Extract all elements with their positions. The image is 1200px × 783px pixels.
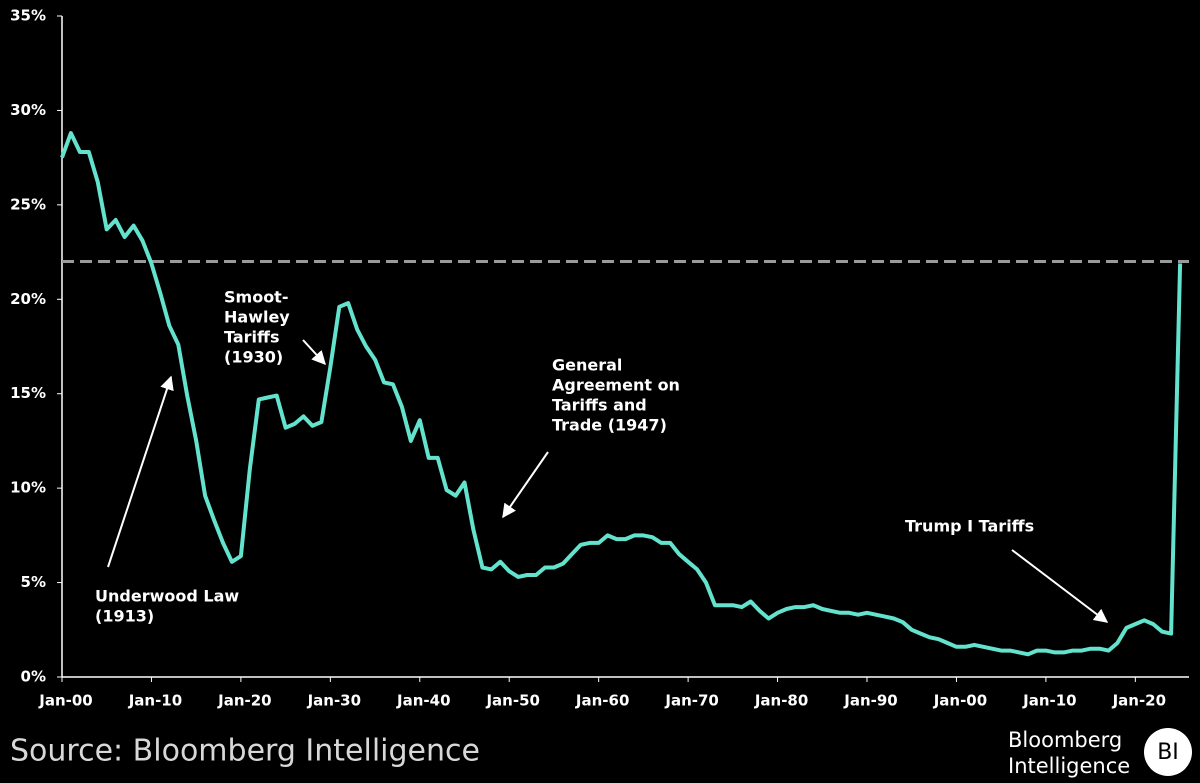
x-tick-label: Jan-10 — [1022, 692, 1076, 710]
arrow — [502, 451, 549, 519]
annotation: Underwood Law — [95, 587, 239, 606]
annotation: (1930) — [224, 348, 283, 367]
x-tick-label: Jan-00 — [933, 692, 987, 710]
x-tick-label: Jan-80 — [754, 692, 808, 710]
y-tick-label: 20% — [10, 290, 46, 308]
annotation: Tariffs — [224, 328, 280, 347]
arrows — [107, 339, 1109, 623]
x-tick-label: Jan-20 — [217, 692, 271, 710]
logo-text: Intelligence — [1008, 754, 1130, 778]
x-tick-label: Jan-10 — [128, 692, 182, 710]
x-tick-label: Jan-50 — [485, 692, 539, 710]
annotation: Trump I Tariffs — [905, 517, 1034, 536]
source: Source: Bloomberg Intelligence — [10, 734, 480, 769]
y-tick-label: 35% — [10, 7, 46, 25]
arrow — [302, 339, 326, 366]
annotation: Agreement on — [552, 376, 680, 395]
y-tick-label: 25% — [10, 195, 46, 213]
annotation: Smoot- — [224, 288, 288, 307]
y-tick-label: 5% — [21, 573, 46, 591]
x-tick-label: Jan-70 — [664, 692, 718, 710]
logo-badge-text: BI — [1157, 740, 1179, 765]
y-tick-label: 0% — [21, 668, 46, 686]
logo-text: Bloomberg — [1008, 728, 1122, 752]
x-tick-label: Jan-30 — [307, 692, 361, 710]
y-tick-label: 10% — [10, 479, 46, 497]
annotation: Hawley — [224, 308, 290, 327]
annotation: Tariffs and — [552, 396, 647, 415]
annotation: Trade (1947) — [552, 416, 667, 435]
arrow — [107, 375, 174, 568]
y-tick-label: 15% — [10, 384, 46, 402]
x-tick-label: Jan-20 — [1112, 692, 1166, 710]
annotation: General — [552, 356, 622, 375]
x-tick-label: Jan-60 — [575, 692, 629, 710]
y-tick-label: 30% — [10, 101, 46, 119]
x-tick-label: Jan-00 — [38, 692, 92, 710]
x-tick-label: Jan-40 — [396, 692, 450, 710]
line — [60, 131, 1183, 657]
logo-badge — [1144, 728, 1192, 776]
annotation: (1913) — [95, 607, 154, 626]
x-tick-label: Jan-90 — [843, 692, 897, 710]
arrow — [1011, 549, 1109, 623]
